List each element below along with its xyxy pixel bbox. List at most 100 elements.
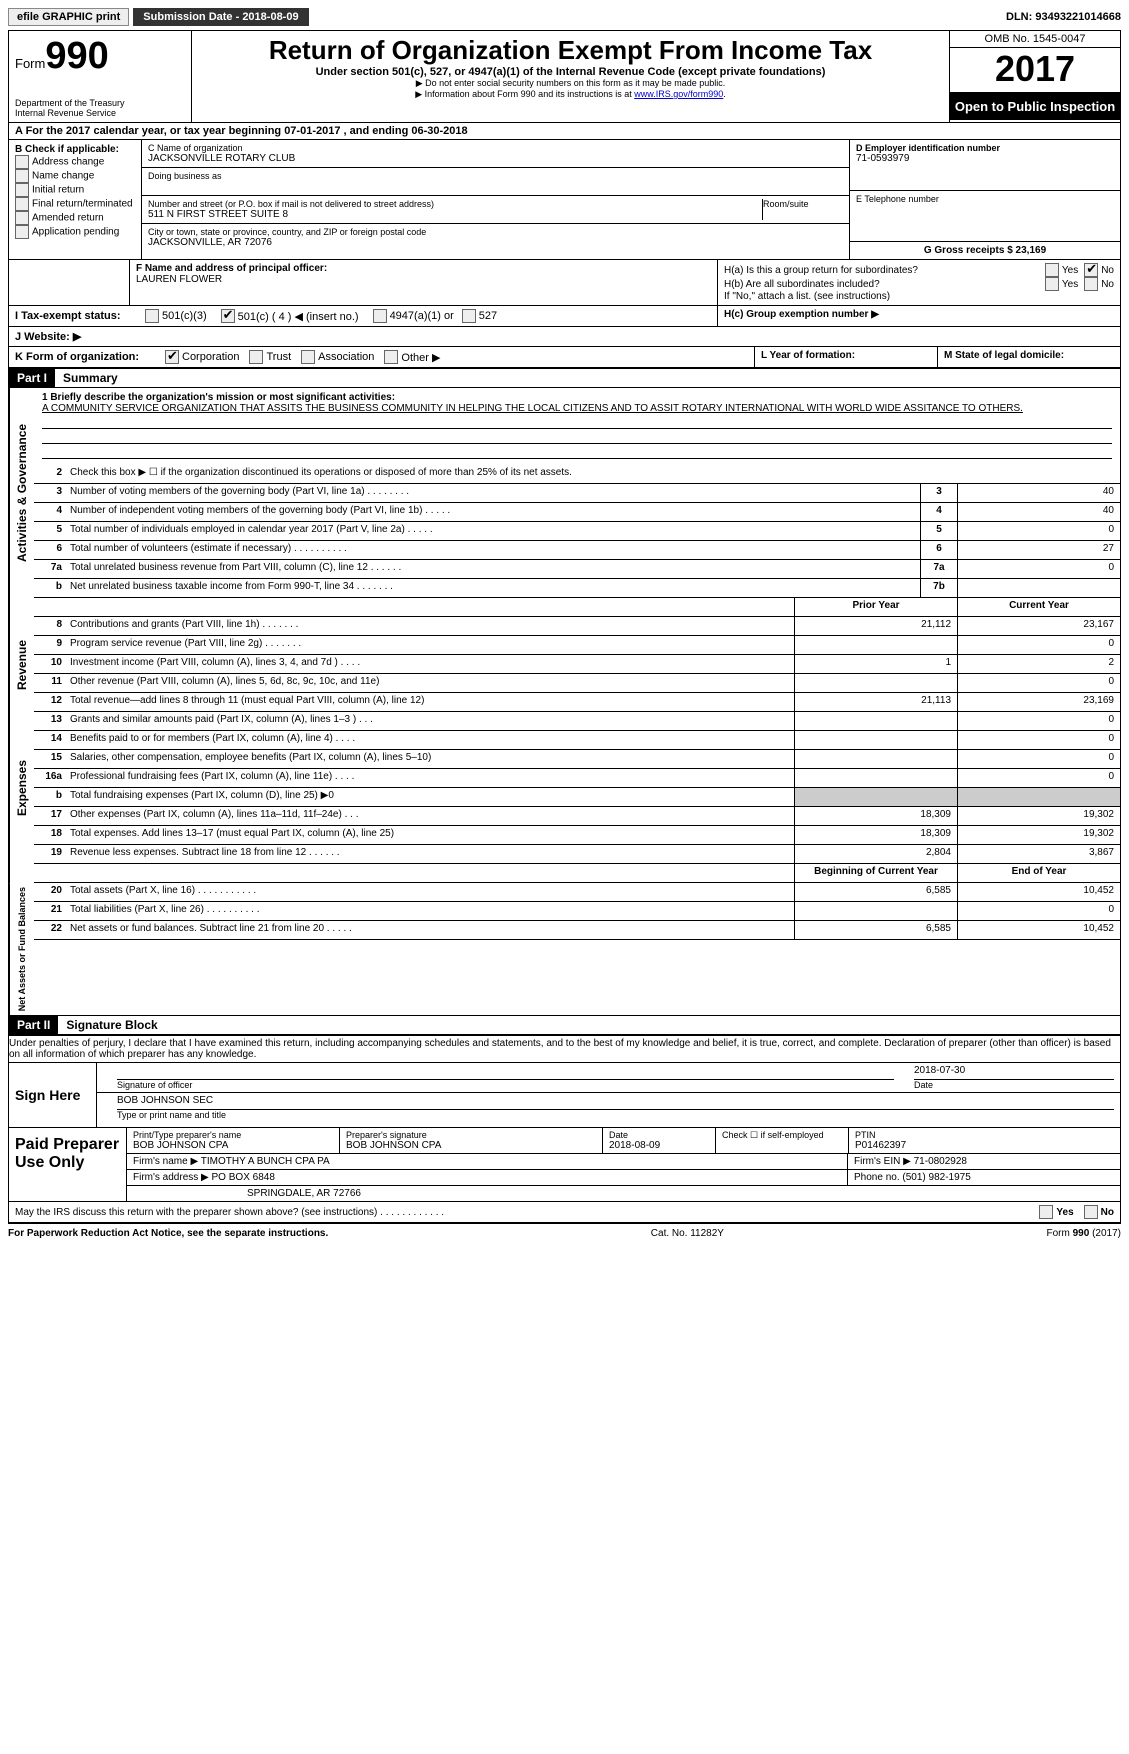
footer-cat: Cat. No. 11282Y [651,1228,724,1239]
chk-ha-yes[interactable] [1045,263,1059,277]
efile-print-button[interactable]: efile GRAPHIC print [8,8,129,26]
chk-final-return[interactable] [15,197,29,211]
chk-501c3[interactable] [145,309,159,323]
summary-line: 5Total number of individuals employed in… [34,522,1120,541]
chk-application-pending[interactable] [15,225,29,239]
form-header: Form990 Department of the Treasury Inter… [9,31,1120,123]
chk-hb-no[interactable] [1084,277,1098,291]
chk-discuss-no[interactable] [1084,1205,1098,1219]
firm-name: TIMOTHY A BUNCH CPA PA [201,1156,330,1167]
chk-4947[interactable] [373,309,387,323]
city-label: City or town, state or province, country… [148,227,843,237]
side-net-assets: Net Assets or Fund Balances [9,883,34,1015]
row-a-tax-year: A For the 2017 calendar year, or tax yea… [9,123,1120,140]
street-address: 511 N FIRST STREET SUITE 8 [148,209,762,220]
section-revenue: Revenue 8Contributions and grants (Part … [9,617,1120,712]
prep-sig: BOB JOHNSON CPA [346,1140,596,1151]
prep-ptin: P01462397 [855,1140,1114,1151]
form-number: 990 [45,35,108,77]
firm-ein: 71-0802928 [914,1156,967,1167]
sig-officer-label: Signature of officer [117,1080,894,1090]
prep-name: BOB JOHNSON CPA [133,1140,333,1151]
summary-line: 6Total number of volunteers (estimate if… [34,541,1120,560]
firm-ein-lbl: Firm's EIN ▶ [854,1156,911,1167]
summary-line: bNet unrelated business taxable income f… [34,579,1120,598]
chk-trust[interactable] [249,350,263,364]
chk-discuss-yes[interactable] [1039,1205,1053,1219]
firm-name-lbl: Firm's name ▶ [133,1156,198,1167]
firm-addr1: PO BOX 6848 [212,1172,275,1183]
chk-amended-return[interactable] [15,211,29,225]
prep-ptin-hdr: PTIN [855,1130,1114,1140]
footer-pra: For Paperwork Reduction Act Notice, see … [8,1228,328,1239]
lbl-application-pending: Application pending [32,227,119,238]
section-net-assets: Net Assets or Fund Balances 20Total asse… [9,883,1120,1015]
website-row: J Website: ▶ [9,327,1120,347]
open-inspection: Open to Public Inspection [950,93,1120,120]
summary-line: 18Total expenses. Add lines 13–17 (must … [34,826,1120,845]
dba-label: Doing business as [148,171,843,181]
preparer-title: Paid Preparer Use Only [9,1128,126,1201]
lbl-final-return: Final return/terminated [32,199,133,210]
form-label: Form [15,56,45,71]
form-note-2b: . [723,89,726,99]
hb-yes: Yes [1062,279,1078,290]
summary-line: 7aTotal unrelated business revenue from … [34,560,1120,579]
officer-label: F Name and address of principal officer: [136,263,711,274]
form-org-label: K Form of organization: [15,351,165,363]
firm-addr-lbl: Firm's address ▶ [133,1172,209,1183]
chk-501c[interactable] [221,309,235,323]
signature-block: Sign Here Signature of officer 2018-07-3… [9,1062,1120,1127]
chk-hb-yes[interactable] [1045,277,1059,291]
sign-here-label: Sign Here [9,1063,97,1127]
summary-line: 21Total liabilities (Part X, line 26) . … [34,902,1120,921]
irs-link[interactable]: www.IRS.gov/form990 [634,89,723,99]
lbl-4947: 4947(a)(1) or [390,310,454,322]
prep-date-hdr: Date [609,1130,709,1140]
lbl-initial-return: Initial return [32,185,84,196]
year-formation: L Year of formation: [754,347,937,367]
hb-label: H(b) Are all subordinates included? [724,279,1045,290]
phone-label: E Telephone number [856,194,1114,204]
chk-other[interactable] [384,350,398,364]
form-subtitle: Under section 501(c), 527, or 4947(a)(1)… [196,66,945,78]
gross-receipts: G Gross receipts $ 23,169 [924,245,1046,256]
hb2-label: If "No," attach a list. (see instruction… [724,291,1114,302]
chk-corp[interactable] [165,350,179,364]
chk-ha-no[interactable] [1084,263,1098,277]
room-label: Room/suite [763,199,843,209]
summary-line: 8Contributions and grants (Part VIII, li… [34,617,1120,636]
chk-527[interactable] [462,309,476,323]
lbl-assoc: Association [318,351,374,363]
summary-line: 4Number of independent voting members of… [34,503,1120,522]
lbl-amended-return: Amended return [32,213,104,224]
dept-label: Department of the Treasury [15,98,185,108]
side-revenue: Revenue [9,617,34,712]
box-b-label: B Check if applicable: [15,144,135,155]
org-name: JACKSONVILLE ROTARY CLUB [148,153,843,164]
summary-line: 17Other expenses (Part IX, column (A), l… [34,807,1120,826]
part1-no: Part I [9,369,55,387]
chk-initial-return[interactable] [15,183,29,197]
sig-name-label: Type or print name and title [117,1110,1114,1120]
summary-line: 13Grants and similar amounts paid (Part … [34,712,1120,731]
lbl-trust: Trust [266,351,291,363]
lbl-501c: 501(c) ( 4 ) ◀ (insert no.) [238,310,359,323]
lbl-address-change: Address change [32,157,104,168]
prep-sig-hdr: Preparer's signature [346,1130,596,1140]
preparer-block: Paid Preparer Use Only Print/Type prepar… [9,1127,1120,1202]
topbar: efile GRAPHIC print Submission Date - 20… [8,8,1121,26]
page-footer: For Paperwork Reduction Act Notice, see … [8,1224,1121,1243]
chk-assoc[interactable] [301,350,315,364]
ein-value: 71-0593979 [856,153,1114,164]
discuss-no: No [1101,1207,1114,1218]
summary-line: 15Salaries, other compensation, employee… [34,750,1120,769]
summary-line: 16aProfessional fundraising fees (Part I… [34,769,1120,788]
summary-line: bTotal fundraising expenses (Part IX, co… [34,788,1120,807]
chk-name-change[interactable] [15,169,29,183]
website-label: J Website: ▶ [15,330,81,343]
hc-label: H(c) Group exemption number ▶ [724,309,879,320]
chk-address-change[interactable] [15,155,29,169]
sig-name: BOB JOHNSON SEC [117,1095,1114,1110]
part2-no: Part II [9,1016,58,1034]
